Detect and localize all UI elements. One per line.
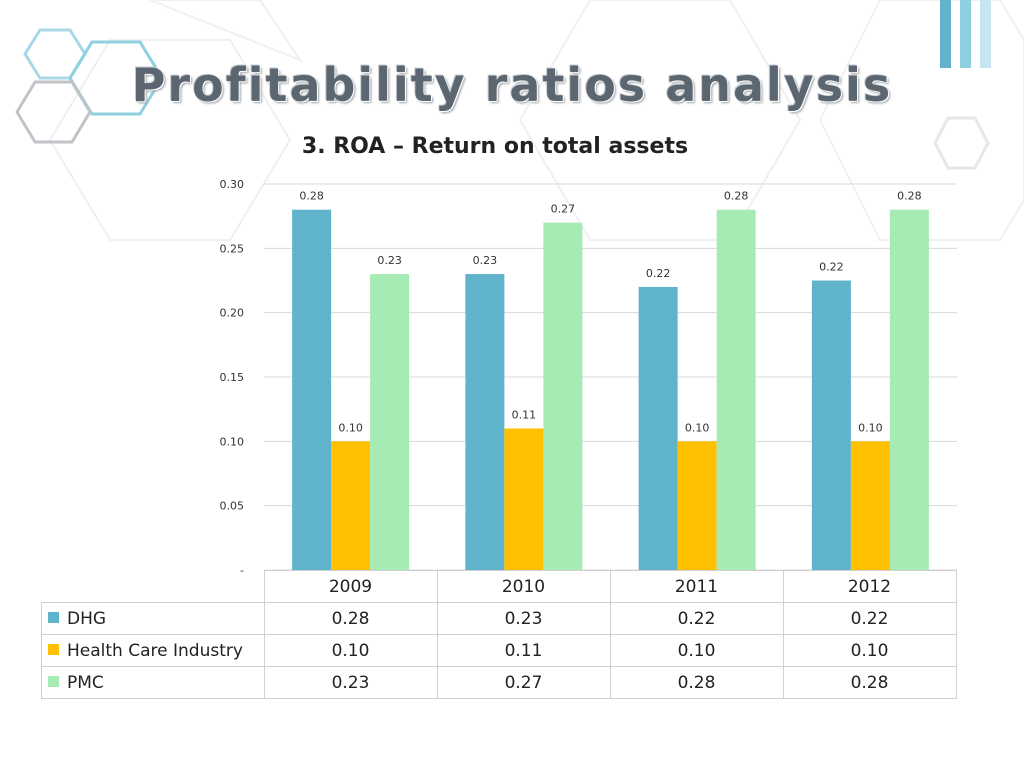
table-cell: 0.28 — [782, 666, 957, 699]
series-name: DHG — [67, 608, 107, 629]
table-row-dhg: DHG 0.28 0.23 0.22 0.22 — [41, 602, 957, 635]
table-corner-cell — [41, 570, 265, 603]
category-header: 2012 — [782, 570, 957, 603]
table-cell: 0.28 — [609, 666, 784, 699]
series-legend-cell: PMC — [41, 666, 265, 699]
data-label: 0.10 — [685, 421, 710, 434]
bar — [543, 222, 583, 570]
bar — [889, 209, 929, 570]
series-legend-cell: DHG — [41, 602, 265, 635]
legend-swatch-pmc — [48, 675, 59, 687]
table-cell: 0.22 — [782, 602, 957, 635]
data-label: 0.22 — [646, 267, 671, 280]
table-cell: 0.22 — [609, 602, 784, 635]
series-legend-cell: Health Care Industry — [41, 634, 265, 667]
y-tick-label: 0.15 — [220, 371, 245, 384]
bar — [465, 274, 505, 570]
data-label: 0.10 — [858, 421, 883, 434]
data-label: 0.28 — [897, 190, 922, 203]
bar — [504, 428, 544, 570]
category-header: 2010 — [436, 570, 611, 603]
series-name: Health Care Industry — [67, 640, 243, 661]
data-label: 0.22 — [819, 261, 844, 274]
table-cell: 0.10 — [609, 634, 784, 667]
table-header-row: 2009 2010 2011 2012 — [41, 570, 957, 603]
category-header: 2009 — [263, 570, 438, 603]
bar — [716, 209, 756, 570]
legend-swatch-dhg — [48, 611, 59, 623]
y-axis-ticks: -0.050.100.150.200.250.30 — [220, 178, 245, 577]
data-label: 0.11 — [512, 408, 537, 421]
bar — [331, 441, 371, 570]
bar — [811, 280, 851, 570]
bar — [677, 441, 717, 570]
data-label: 0.10 — [338, 421, 363, 434]
y-tick-label: 0.10 — [220, 435, 245, 448]
table-cell: 0.23 — [436, 602, 611, 635]
table-cell: 0.28 — [263, 602, 438, 635]
category-header: 2011 — [609, 570, 784, 603]
bar — [292, 209, 332, 570]
bar — [370, 274, 410, 570]
chart-bars — [292, 209, 929, 570]
data-label: 0.27 — [551, 203, 576, 216]
slide-title: Profitability ratios analysis — [131, 58, 893, 112]
chart-data-table: 2009 2010 2011 2012 DHG 0.28 0.23 0.22 0… — [41, 570, 957, 699]
y-tick-label: 0.20 — [220, 307, 245, 320]
table-cell: 0.23 — [263, 666, 438, 699]
y-tick-label: 0.25 — [220, 242, 245, 255]
table-row-pmc: PMC 0.23 0.27 0.28 0.28 — [41, 666, 957, 699]
data-label: 0.23 — [377, 254, 402, 267]
table-cell: 0.10 — [782, 634, 957, 667]
table-cell: 0.11 — [436, 634, 611, 667]
series-name: PMC — [67, 672, 104, 693]
y-tick-label: 0.30 — [220, 178, 245, 191]
legend-swatch-health-care — [48, 643, 59, 655]
bar — [638, 286, 678, 570]
data-label: 0.28 — [724, 190, 749, 203]
table-cell: 0.27 — [436, 666, 611, 699]
chart-title: 3. ROA – Return on total assets — [301, 134, 689, 159]
table-row-health-care-industry: Health Care Industry 0.10 0.11 0.10 0.10 — [41, 634, 957, 667]
y-tick-label: 0.05 — [220, 500, 245, 513]
bar — [850, 441, 890, 570]
data-label: 0.23 — [473, 254, 498, 267]
chart-data-labels: 0.28 0.10 0.23 0.23 0.11 0.27 0.22 0.10 0.28 0.22… — [299, 190, 921, 435]
table-cell: 0.10 — [263, 634, 438, 667]
data-label: 0.28 — [299, 190, 324, 203]
